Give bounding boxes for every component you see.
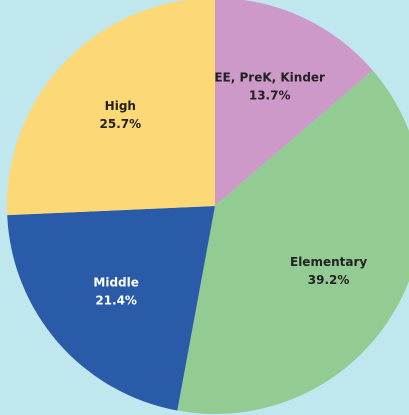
slice-label: Middle [93,276,139,290]
slice-value-label: 21.4% [95,294,137,308]
slice-label: High [105,99,136,113]
slice-label: Elementary [290,255,367,269]
pie-slice [7,0,215,216]
pie-slice [215,0,373,206]
pie-slice [7,206,215,411]
slice-value-label: 13.7% [249,88,291,102]
slice-value-label: 39.2% [308,273,350,287]
slice-value-label: 25.7% [100,117,142,131]
slice-label: EE, PreK, Kinder [214,70,325,84]
pie-slice [177,70,409,414]
